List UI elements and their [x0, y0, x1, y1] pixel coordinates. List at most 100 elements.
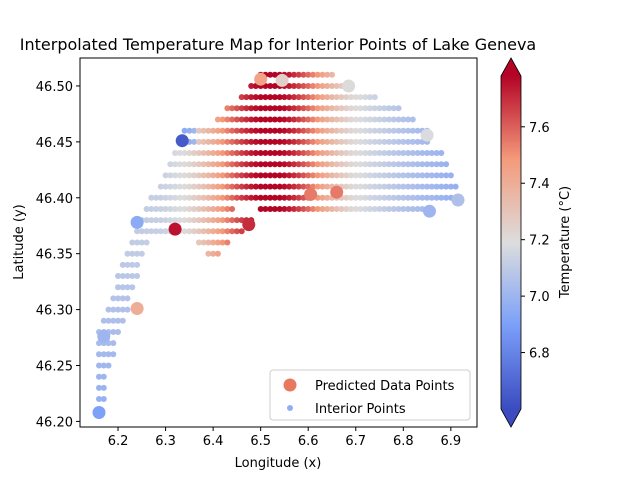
interior-point [295, 138, 302, 145]
interior-point [233, 217, 240, 224]
interior-point [348, 194, 354, 201]
interior-point [305, 172, 312, 179]
interior-point [257, 194, 264, 201]
interior-point [224, 206, 231, 212]
x-tick-label: 6.9 [441, 434, 462, 449]
interior-point [419, 172, 426, 179]
legend-marker-predicted [283, 378, 297, 392]
interior-point [367, 127, 373, 134]
interior-point [148, 194, 155, 201]
interior-point [271, 138, 278, 145]
interior-point [343, 116, 350, 123]
interior-point [433, 150, 440, 156]
interior-point [286, 172, 293, 179]
interior-point [414, 172, 421, 179]
interior-point [286, 71, 293, 78]
interior-point [219, 161, 226, 168]
interior-point [233, 161, 240, 168]
interior-point [271, 116, 278, 123]
interior-point [267, 206, 274, 212]
interior-point [210, 250, 217, 257]
interior-point [362, 172, 369, 179]
interior-point [186, 228, 193, 235]
interior-point [305, 71, 312, 78]
interior-point [409, 127, 416, 134]
x-tick-label: 6.7 [345, 434, 366, 449]
y-axis-title: Latitude (y) [12, 204, 27, 279]
interior-point [281, 206, 288, 212]
interior-point [419, 194, 426, 201]
interior-point [243, 172, 250, 179]
interior-point [129, 284, 136, 291]
interior-point [390, 172, 397, 179]
interior-point [200, 138, 207, 145]
interior-point [110, 317, 117, 324]
interior-point [210, 127, 217, 134]
interior-point [271, 172, 278, 179]
interior-point [195, 150, 202, 156]
interior-point [310, 161, 316, 168]
interior-point [424, 150, 431, 156]
interior-point [310, 116, 316, 123]
interior-point [295, 127, 302, 134]
interior-point [424, 183, 431, 190]
interior-point [229, 183, 236, 190]
interior-point [205, 228, 212, 235]
interior-point [367, 161, 373, 168]
interior-point [214, 228, 221, 235]
interior-point [400, 194, 407, 201]
interior-point [352, 172, 359, 179]
interior-point [386, 127, 392, 134]
interior-point [224, 105, 231, 112]
interior-point [386, 150, 392, 156]
interior-point [124, 306, 131, 313]
interior-point [252, 194, 259, 201]
interior-point [324, 83, 331, 89]
interior-point [319, 116, 326, 123]
interior-point [409, 150, 416, 156]
interior-point [314, 172, 321, 179]
interior-point [167, 217, 174, 224]
interior-point [233, 183, 240, 190]
interior-point [333, 161, 340, 168]
interior-point [224, 239, 231, 246]
interior-point [329, 127, 335, 134]
interior-point [262, 138, 269, 145]
interior-point [238, 161, 245, 168]
interior-point [376, 206, 383, 212]
interior-point [252, 138, 259, 145]
interior-point [386, 206, 392, 212]
interior-point [319, 161, 326, 168]
plot-area [92, 71, 465, 419]
interior-point [100, 362, 107, 369]
interior-point [352, 94, 359, 101]
interior-point [305, 161, 312, 168]
interior-point [271, 71, 278, 78]
interior-point [248, 172, 255, 179]
interior-point [214, 194, 221, 201]
interior-point [300, 183, 307, 190]
interior-point [219, 228, 226, 235]
interior-point [381, 116, 388, 123]
interior-point [186, 161, 193, 168]
interior-point [386, 105, 392, 112]
interior-point [348, 150, 354, 156]
interior-point [248, 161, 255, 168]
interior-point [191, 228, 198, 235]
interior-point [214, 161, 221, 168]
interior-point [210, 150, 217, 156]
interior-point [262, 183, 269, 190]
interior-point [238, 127, 245, 134]
interior-point [338, 161, 345, 168]
interior-point [348, 172, 354, 179]
interior-point [367, 150, 373, 156]
interior-point [357, 161, 364, 168]
interior-point [329, 116, 335, 123]
interior-point [428, 172, 435, 179]
interior-point [333, 94, 340, 101]
interior-point [271, 161, 278, 168]
interior-point [205, 206, 212, 212]
interior-point [110, 340, 117, 347]
interior-point [348, 161, 354, 168]
interior-point [134, 250, 141, 257]
